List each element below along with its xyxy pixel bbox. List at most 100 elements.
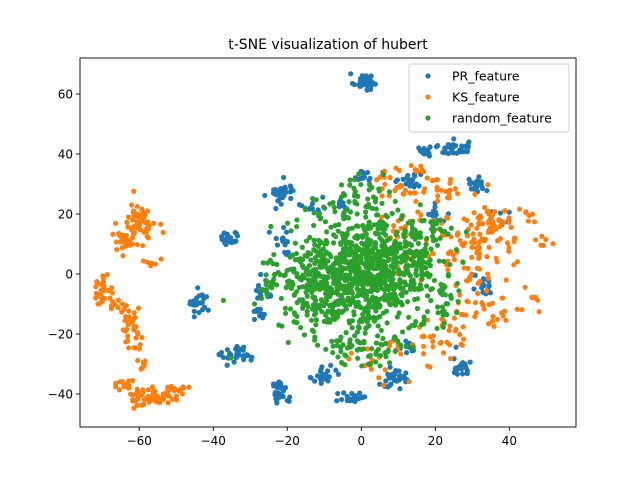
point-random-feature: [373, 308, 379, 314]
point-random-feature: [282, 272, 288, 278]
point-random-feature: [327, 293, 333, 299]
point-random-feature: [301, 275, 307, 281]
point-ks-feature: [472, 299, 479, 306]
point-ks-feature: [435, 198, 441, 204]
point-pr-feature: [424, 147, 430, 154]
point-ks-feature: [124, 219, 130, 225]
point-ks-feature: [150, 388, 157, 394]
point-ks-feature: [448, 355, 454, 362]
point-ks-feature: [468, 271, 475, 277]
point-random-feature: [415, 240, 421, 247]
point-random-feature: [338, 309, 344, 316]
x-tick-label: 0: [357, 434, 365, 448]
point-ks-feature: [123, 242, 129, 248]
point-pr-feature: [348, 71, 354, 77]
point-random-feature: [402, 243, 409, 249]
point-ks-feature: [457, 237, 463, 244]
point-ks-feature: [421, 343, 427, 349]
point-random-feature: [435, 304, 441, 310]
point-ks-feature: [539, 233, 545, 239]
point-random-feature: [318, 297, 325, 303]
point-random-feature: [448, 225, 454, 231]
point-random-feature: [361, 241, 367, 248]
point-ks-feature: [116, 387, 123, 393]
point-pr-feature: [364, 169, 371, 176]
point-ks-feature: [166, 393, 172, 399]
point-ks-feature: [491, 323, 497, 329]
point-random-feature: [302, 252, 308, 259]
point-pr-feature: [366, 177, 372, 183]
point-ks-feature: [490, 313, 496, 320]
point-random-feature: [383, 353, 389, 360]
point-ks-feature: [484, 253, 490, 260]
point-random-feature: [354, 293, 361, 299]
point-pr-feature: [225, 238, 232, 244]
point-ks-feature: [180, 385, 187, 391]
point-random-feature: [352, 188, 358, 195]
point-random-feature: [315, 282, 321, 288]
point-random-feature: [394, 314, 400, 320]
point-pr-feature: [290, 187, 296, 194]
point-random-feature: [391, 256, 397, 262]
legend-marker-ks-feature: [425, 94, 431, 100]
point-pr-feature: [315, 373, 321, 379]
point-random-feature: [395, 338, 401, 344]
point-pr-feature: [416, 145, 422, 151]
point-random-feature: [303, 269, 310, 275]
point-pr-feature: [287, 394, 293, 400]
point-random-feature: [401, 234, 407, 240]
point-ks-feature: [149, 384, 156, 390]
point-random-feature: [428, 226, 435, 232]
point-random-feature: [288, 228, 294, 234]
point-ks-feature: [98, 294, 104, 300]
point-random-feature: [335, 270, 342, 276]
point-ks-feature: [135, 220, 141, 226]
point-random-feature: [396, 245, 402, 251]
point-pr-feature: [432, 204, 438, 210]
point-random-feature: [373, 351, 379, 357]
point-random-feature: [390, 270, 397, 276]
point-random-feature: [428, 246, 434, 252]
point-pr-feature: [255, 283, 261, 289]
point-ks-feature: [461, 216, 467, 222]
point-pr-feature: [336, 203, 342, 210]
point-random-feature: [314, 342, 321, 348]
point-random-feature: [309, 317, 315, 323]
point-pr-feature: [453, 344, 459, 350]
point-random-feature: [344, 298, 350, 304]
point-random-feature: [302, 205, 308, 211]
point-pr-feature: [194, 302, 200, 308]
point-ks-feature: [485, 182, 491, 188]
y-tick-label: 40: [58, 148, 73, 162]
point-random-feature: [264, 260, 271, 266]
point-pr-feature: [460, 149, 467, 155]
point-ks-feature: [135, 305, 142, 311]
point-pr-feature: [196, 293, 202, 299]
point-pr-feature: [394, 378, 400, 384]
point-random-feature: [365, 196, 371, 202]
point-random-feature: [377, 352, 384, 359]
point-ks-feature: [451, 315, 458, 321]
point-random-feature: [349, 225, 355, 231]
point-ks-feature: [364, 346, 371, 352]
point-ks-feature: [476, 255, 482, 261]
point-ks-feature: [550, 241, 556, 247]
point-pr-feature: [453, 365, 459, 371]
point-random-feature: [456, 288, 462, 294]
point-random-feature: [268, 223, 274, 230]
legend-frame: [408, 63, 570, 133]
point-random-feature: [453, 309, 460, 316]
point-pr-feature: [191, 308, 197, 314]
point-ks-feature: [382, 181, 388, 187]
point-random-feature: [352, 198, 358, 205]
point-random-feature: [423, 241, 429, 247]
point-random-feature: [424, 250, 430, 256]
point-ks-feature: [438, 339, 444, 346]
point-random-feature: [337, 337, 343, 344]
point-ks-feature: [110, 231, 116, 237]
point-ks-feature: [485, 321, 492, 327]
point-random-feature: [294, 271, 300, 277]
point-ks-feature: [458, 341, 464, 348]
point-ks-feature: [460, 336, 467, 342]
y-tick-label: −20: [48, 328, 73, 342]
